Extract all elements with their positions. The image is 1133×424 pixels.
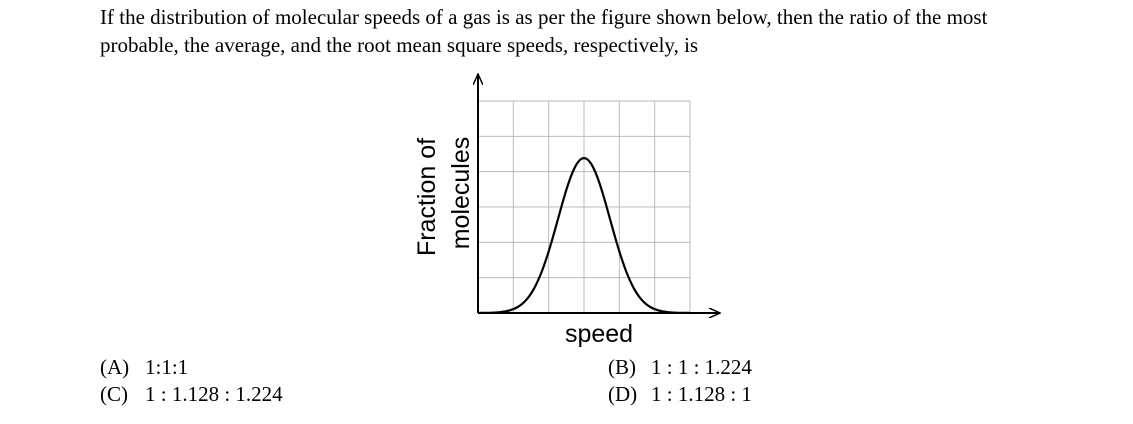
x-axis-label: speed: [565, 320, 633, 348]
option-label: (A): [100, 355, 129, 379]
option-text: 1 : 1.128 : 1.224: [145, 382, 283, 406]
option-label: (C): [100, 382, 128, 406]
grid: [478, 100, 691, 313]
question-line: probable, the average, and the root mean…: [100, 33, 698, 57]
distribution-curve: [477, 156, 691, 315]
option-text: 1 : 1.128 : 1: [651, 382, 752, 406]
y-axis-label: Fraction of: [413, 138, 441, 256]
option-label: (D): [608, 382, 637, 406]
option-text: 1 : 1 : 1.224: [651, 355, 752, 379]
y-axis-label: molecules: [447, 137, 475, 250]
question-line: If the distribution of molecular speeds …: [100, 5, 988, 29]
option-label: (B): [608, 355, 636, 379]
option-text: 1:1:1: [145, 355, 188, 379]
